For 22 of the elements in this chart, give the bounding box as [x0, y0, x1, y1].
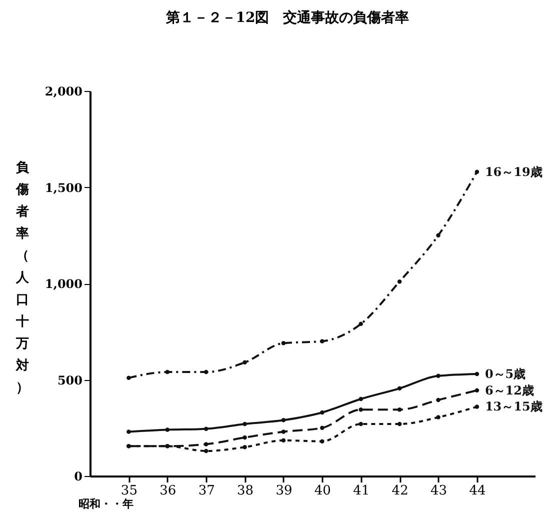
- series-label: 6～12歳: [484, 383, 534, 398]
- x-tick-label: 41: [353, 484, 370, 498]
- y-tick-label: 2,000: [44, 84, 82, 98]
- series-label: 0～5歳: [484, 366, 526, 381]
- y-tick-label: 0: [74, 470, 82, 484]
- series-label: 13～15歳: [484, 400, 542, 414]
- x-tick-label: 35: [120, 484, 138, 498]
- chart-title: 第１－２－12図 交通事故の負傷者率: [164, 9, 410, 26]
- x-tick-label: 36: [160, 484, 176, 498]
- y-tick-label: 500: [57, 373, 82, 388]
- x-tick-label: 44: [469, 484, 486, 498]
- y-tick-label: 1,000: [44, 277, 82, 291]
- x-tick-label: 37: [198, 484, 215, 498]
- series-label: 16～19歳: [484, 164, 542, 179]
- x-tick-label: 42: [392, 484, 408, 498]
- x-tick-label: 39: [276, 484, 292, 498]
- x-tick-label: 40: [314, 484, 331, 498]
- y-tick-label: 1,500: [44, 180, 82, 195]
- x-tick-label: 38: [237, 484, 254, 498]
- x-axis-title: 昭和・・年: [78, 498, 134, 510]
- text: 負傷者率（人口十万対）: [16, 160, 29, 396]
- x-tick-label: 43: [430, 484, 448, 498]
